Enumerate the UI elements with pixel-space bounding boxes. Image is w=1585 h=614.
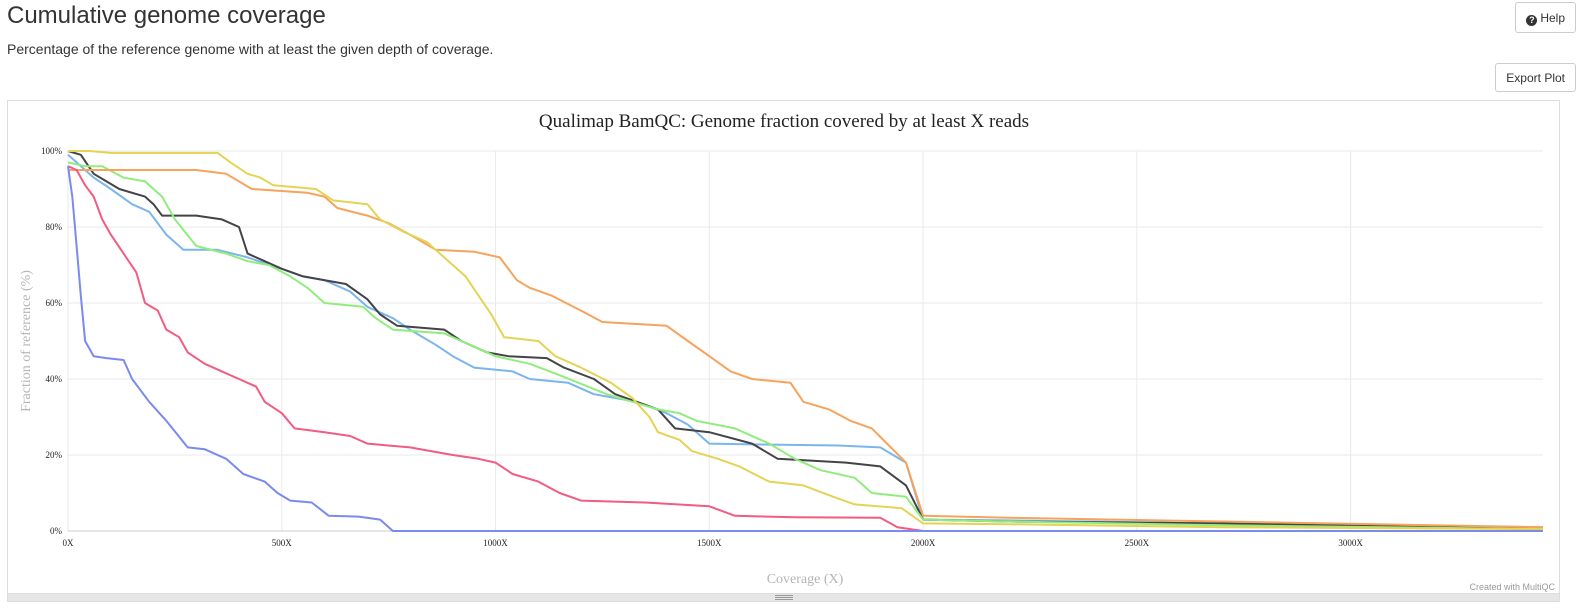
x-tick-label: 0X [63, 538, 75, 548]
created-with-credit: Created with MultiQC [1469, 582, 1555, 592]
x-tick-label: 2000X [911, 538, 936, 548]
series-line-3 [67, 161, 1544, 531]
section-description: Percentage of the reference genome with … [7, 41, 494, 57]
help-button[interactable]: ? Help [1515, 2, 1576, 33]
help-button-label: Help [1540, 11, 1565, 25]
x-tick-layer: 0X 500X 1000X 1500X 2000X 2500X 3000X [63, 538, 1364, 548]
y-axis-label: Fraction of reference (%) [19, 270, 34, 412]
x-tick-label: 1500X [697, 538, 722, 548]
export-plot-button[interactable]: Export Plot [1495, 63, 1576, 92]
series-line-5 [67, 165, 1543, 532]
coverage-chart: 0% 20% 40% 60% 80% 100% 0X 500X 1000X 1500X 2000X… [19, 111, 1555, 592]
plot-container: 0% 20% 40% 60% 80% 100% 0X 500X 1000X 1500X 2000X… [7, 100, 1560, 594]
page-title: Cumulative genome coverage [7, 2, 326, 29]
x-tick-label: 500X [272, 538, 293, 548]
series-line-2 [67, 150, 1544, 531]
y-tick-label: 100% [41, 146, 63, 156]
series-line-7 [67, 166, 1543, 532]
series-line-6 [68, 150, 1544, 531]
question-circle-icon: ? [1526, 15, 1538, 26]
x-tick-label: 2500X [1125, 538, 1150, 548]
y-tick-label: 20% [46, 450, 63, 460]
y-tick-layer: 0% 20% 40% 60% 80% 100% [41, 146, 63, 536]
grip-icon [775, 595, 793, 600]
x-tick-label: 3000X [1338, 538, 1363, 548]
y-tick-label: 40% [46, 374, 63, 384]
x-axis-label: Coverage (X) [767, 572, 844, 587]
y-tick-label: 0% [50, 526, 63, 536]
chart-title: Qualimap BamQC: Genome fraction covered … [539, 111, 1029, 132]
y-tick-label: 80% [46, 222, 63, 232]
series-layer [67, 150, 1544, 532]
series-line-1 [67, 154, 1544, 529]
x-tick-label: 1000X [483, 538, 508, 548]
series-line-4 [68, 169, 1544, 529]
grid-layer [67, 150, 1543, 532]
plot-resize-handle[interactable] [7, 594, 1560, 602]
y-tick-label: 60% [46, 298, 63, 308]
